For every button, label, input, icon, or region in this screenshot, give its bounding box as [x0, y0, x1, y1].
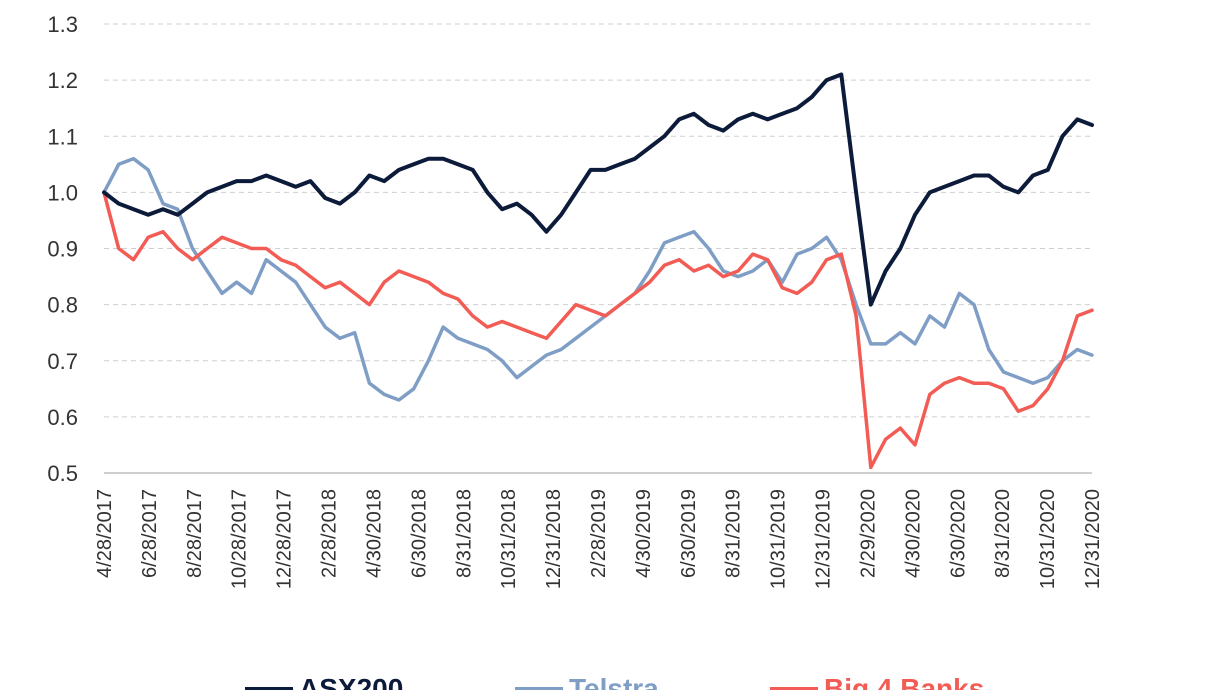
- x-tick-label: 4/28/2017: [94, 489, 116, 578]
- series-line-big-4-banks: [102, 190, 1094, 470]
- y-tick-label: 1.2: [47, 68, 78, 93]
- x-tick-label: 10/31/2018: [498, 489, 520, 589]
- x-tick-label: 10/28/2017: [229, 489, 251, 589]
- legend-label: ASX200: [299, 673, 403, 690]
- x-tick-label: 10/31/2019: [768, 489, 790, 589]
- x-tick-label: 2/29/2020: [857, 489, 879, 578]
- x-tick-label: 12/31/2018: [543, 489, 565, 589]
- x-tick-label: 8/31/2019: [723, 489, 745, 578]
- x-tick-label: 2/28/2019: [588, 489, 610, 578]
- x-tick-label: 6/28/2017: [139, 489, 161, 578]
- y-tick-label: 0.6: [47, 405, 78, 430]
- legend-label: Telstra: [569, 673, 659, 690]
- legend-item-asx200: ASX200: [245, 673, 403, 695]
- series-line-telstra: [102, 156, 1094, 402]
- legend-label: Big 4 Banks: [824, 673, 984, 690]
- x-tick-label: 8/31/2020: [992, 489, 1014, 578]
- x-tick-label: 4/30/2020: [902, 489, 924, 578]
- x-axis-ticks: 4/28/2017 6/28/2017 8/28/2017 10/28/2017 12/…: [94, 489, 1104, 589]
- x-tick-label: 4/30/2019: [633, 489, 655, 578]
- y-tick-label: 1.1: [47, 124, 78, 149]
- y-tick-label: 1.0: [47, 180, 78, 205]
- series-line-asx200: [102, 72, 1094, 307]
- x-tick-label: 12/31/2019: [813, 489, 835, 589]
- x-tick-label: 8/31/2018: [453, 489, 475, 578]
- x-tick-label: 10/31/2020: [1037, 489, 1059, 589]
- x-tick-label: 8/28/2017: [184, 489, 206, 578]
- x-tick-label: 2/28/2018: [319, 489, 341, 578]
- y-tick-label: 0.9: [47, 237, 78, 262]
- x-tick-label: 12/28/2017: [274, 489, 296, 589]
- legend-item-telstra: Telstra: [515, 673, 659, 695]
- y-tick-label: 0.7: [47, 349, 78, 374]
- y-tick-label: 1.3: [47, 12, 78, 37]
- x-tick-label: 6/30/2020: [947, 489, 969, 578]
- x-tick-label: 6/30/2018: [408, 489, 430, 578]
- legend: ASX200 Telstra Big 4 Banks: [245, 673, 984, 695]
- y-tick-label: 0.5: [47, 461, 78, 486]
- y-axis-ticks: 0.5 0.6 0.7 0.8 0.9 1.0 1.1 1.2 1.3: [47, 12, 78, 486]
- y-tick-label: 0.8: [47, 293, 78, 318]
- x-tick-label: 6/30/2019: [678, 489, 700, 578]
- legend-item-big-4-banks: Big 4 Banks: [770, 673, 984, 695]
- x-tick-label: 12/31/2020: [1082, 489, 1104, 589]
- series-lines: [102, 72, 1094, 470]
- x-tick-label: 4/30/2018: [363, 489, 385, 578]
